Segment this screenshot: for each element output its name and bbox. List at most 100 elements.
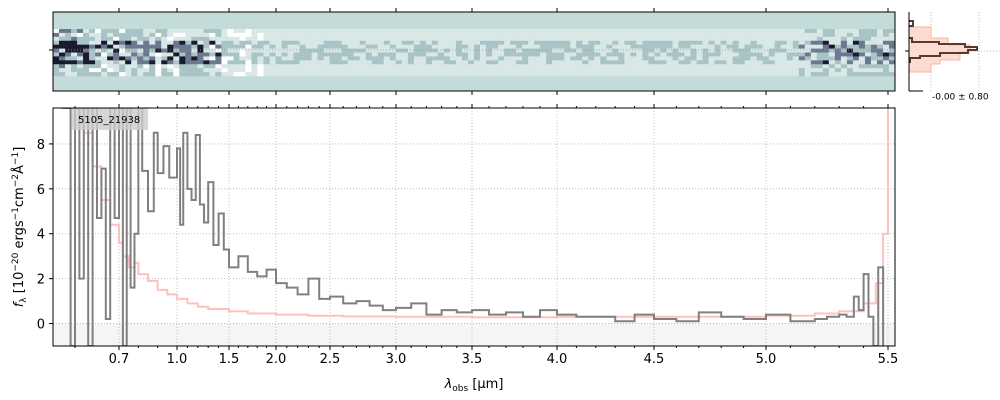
2d-pixel (419, 40, 427, 45)
2d-pixel (792, 29, 800, 34)
2d-pixel (113, 32, 120, 38)
2d-pixel (137, 44, 144, 49)
2d-pixel (209, 68, 216, 73)
2d-pixel (335, 36, 342, 42)
2d-pixel (317, 40, 324, 45)
2d-pixel (762, 60, 769, 65)
2d-pixel (570, 60, 577, 65)
2d-pixel (588, 64, 595, 69)
2d-pixel (474, 40, 481, 45)
2d-pixel (353, 48, 361, 53)
2d-pixel (161, 52, 168, 57)
2d-pixel (257, 56, 264, 61)
2d-pixel (119, 48, 126, 53)
2d-pixel (870, 60, 878, 65)
2d-pixel (389, 56, 397, 61)
2d-pixel (732, 44, 739, 49)
2d-pixel (317, 29, 324, 34)
2d-pixel (431, 44, 439, 49)
2d-pixel (179, 48, 186, 53)
2d-pixel (257, 52, 264, 57)
2d-pixel (822, 72, 830, 77)
2d-pixel (329, 44, 336, 49)
2d-pixel (437, 32, 445, 38)
2d-pixel (425, 40, 433, 45)
2d-pixel (588, 56, 595, 61)
2d-pixel (281, 48, 288, 53)
2d-pixel (245, 52, 252, 57)
2d-pixel (275, 60, 282, 65)
2d-pixel (77, 72, 84, 77)
2d-pixel (774, 44, 782, 49)
2d-pixel (335, 52, 342, 57)
2d-pixel (461, 40, 469, 45)
2d-pixel (155, 44, 162, 49)
2d-pixel (347, 48, 355, 53)
2d-pixel (648, 48, 655, 53)
2d-pixel (510, 44, 517, 49)
2d-pixel (323, 36, 330, 42)
2d-pixel (251, 52, 258, 57)
2d-pixel (786, 29, 794, 34)
2d-pixel (305, 48, 312, 53)
2d-pixel (77, 64, 84, 69)
2d-pixel (684, 72, 691, 77)
2d-pixel (768, 44, 776, 49)
2d-pixel (864, 60, 872, 65)
2d-pixel (786, 52, 794, 57)
2d-pixel (155, 32, 162, 38)
2d-pixel (660, 40, 667, 45)
2d-pixel (492, 48, 499, 53)
2d-pixel (816, 48, 824, 53)
2d-pixel (498, 32, 505, 38)
2d-pixel (690, 32, 697, 38)
2d-pixel (281, 56, 288, 61)
2d-pixel (570, 64, 577, 69)
2d-pixel (449, 32, 457, 38)
2d-pixel (510, 56, 517, 61)
2d-pixel (738, 40, 745, 45)
2d-pixel (546, 60, 553, 65)
2d-pixel (239, 72, 246, 77)
2d-pixel (413, 48, 421, 53)
2d-pixel (227, 64, 234, 69)
2d-pixel (582, 68, 589, 73)
2d-pixel (143, 29, 150, 34)
2d-pixel (744, 29, 751, 34)
2d-pixel (732, 40, 739, 45)
2d-pixel (486, 68, 493, 73)
2d-pixel (882, 60, 890, 65)
2d-pixel (504, 56, 511, 61)
2d-pixel (696, 44, 703, 49)
2d-pixel (624, 52, 631, 57)
2d-pixel (185, 44, 192, 49)
2d-pixel (510, 29, 517, 34)
2d-pixel (864, 52, 872, 57)
2d-pixel (840, 36, 848, 42)
2d-pixel (149, 32, 156, 38)
2d-pixel (672, 44, 679, 49)
2d-pixel (744, 64, 751, 69)
2d-pixel (654, 36, 661, 42)
2d-pixel (522, 60, 529, 65)
2d-pixel (720, 64, 727, 69)
2d-pixel (311, 48, 318, 53)
2d-pixel (329, 68, 336, 73)
2d-pixel (804, 32, 812, 38)
2d-pixel (492, 29, 499, 34)
2d-pixel (654, 44, 661, 49)
2d-pixel (648, 60, 655, 65)
2d-pixel (852, 40, 860, 45)
2d-pixel (395, 72, 403, 77)
2d-pixel (828, 56, 836, 61)
2d-pixel (449, 68, 457, 73)
2d-pixel (89, 72, 96, 77)
2d-pixel (293, 52, 300, 57)
2d-pixel (365, 44, 373, 49)
2d-pixel (786, 60, 794, 65)
2d-pixel (786, 64, 794, 69)
2d-pixel (215, 40, 222, 45)
2d-pixel (852, 29, 860, 34)
2d-pixel (455, 40, 463, 45)
2d-pixel (263, 44, 270, 49)
